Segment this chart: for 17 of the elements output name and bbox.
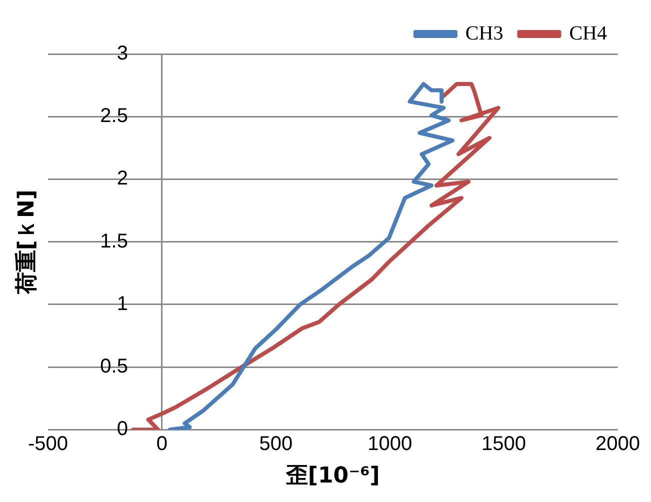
x-tick-label: 1500 bbox=[482, 433, 526, 456]
y-axis-title: 荷重[ｋN] bbox=[14, 190, 40, 296]
x-tick-label: 2000 bbox=[596, 433, 640, 456]
legend-label: CH3 bbox=[465, 22, 504, 44]
x-axis-title: 歪[10⁻⁶] bbox=[284, 464, 380, 489]
x-tick-label: 500 bbox=[259, 433, 293, 456]
x-tick-label: -500 bbox=[28, 433, 68, 456]
y-tick-label: 3 bbox=[116, 42, 128, 65]
y-tick-label: 2 bbox=[116, 168, 128, 190]
x-tick-label: 1000 bbox=[368, 433, 412, 456]
y-tick-label: 0 bbox=[116, 418, 128, 440]
legend-label: CH4 bbox=[569, 22, 608, 44]
y-tick-label: 2.5 bbox=[100, 105, 128, 128]
y-tick-label: 1.5 bbox=[100, 230, 128, 252]
x-tick-label: 0 bbox=[156, 433, 168, 456]
y-tick-label: 0.5 bbox=[100, 356, 128, 378]
y-tick-label: 1 bbox=[116, 292, 128, 315]
